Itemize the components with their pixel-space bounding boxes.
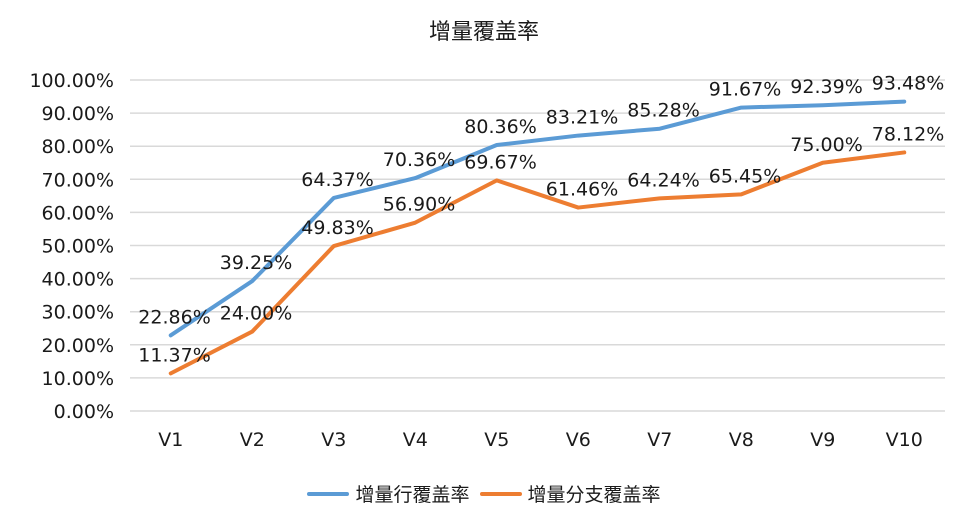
legend-item-branch-coverage: 增量分支覆盖率 <box>479 480 661 507</box>
data-label: 24.00% <box>220 303 292 325</box>
data-label: 64.24% <box>627 169 699 191</box>
legend-swatch-branch-coverage <box>479 491 522 496</box>
data-label: 78.12% <box>872 123 944 145</box>
y-tick-label: 40.00% <box>42 269 114 291</box>
data-label: 70.36% <box>383 149 455 171</box>
data-label: 80.36% <box>464 116 536 138</box>
x-tick-label: V1 <box>158 429 183 451</box>
x-tick-label: V4 <box>403 429 428 451</box>
y-tick-label: 70.00% <box>42 169 114 191</box>
data-label: 61.46% <box>546 179 618 201</box>
series-line-1 <box>168 150 907 376</box>
data-label: 91.67% <box>709 79 781 101</box>
x-tick-label: V3 <box>321 429 346 451</box>
x-tick-label: V6 <box>566 429 591 451</box>
data-label: 93.48% <box>872 73 944 95</box>
y-tick-label: 50.00% <box>42 236 114 258</box>
data-label: 83.21% <box>546 107 618 129</box>
x-tick-label: V10 <box>886 429 923 451</box>
y-tick-label: 60.00% <box>42 202 114 224</box>
data-label: 64.37% <box>301 169 373 191</box>
legend-label-line-coverage: 增量行覆盖率 <box>355 484 470 506</box>
y-tick-label: 20.00% <box>42 335 114 357</box>
x-tick-label: V2 <box>240 429 265 451</box>
y-tick-label: 100.00% <box>29 70 114 92</box>
y-tick-label: 30.00% <box>42 302 114 324</box>
legend-swatch-line-coverage <box>307 491 350 496</box>
data-label: 75.00% <box>790 134 862 156</box>
data-label: 56.90% <box>383 194 455 216</box>
y-tick-label: 90.00% <box>42 103 114 125</box>
data-label: 22.86% <box>138 306 210 328</box>
data-label: 85.28% <box>627 100 699 122</box>
data-label: 69.67% <box>464 151 536 173</box>
x-tick-label: V7 <box>647 429 672 451</box>
x-tick-label: V8 <box>729 429 754 451</box>
legend: 增量行覆盖率 增量分支覆盖率 <box>0 480 968 507</box>
data-label: 65.45% <box>709 165 781 187</box>
y-tick-label: 10.00% <box>42 368 114 390</box>
data-label: 39.25% <box>220 252 292 274</box>
legend-label-branch-coverage: 增量分支覆盖率 <box>527 484 661 506</box>
y-tick-label: 80.00% <box>42 136 114 158</box>
legend-item-line-coverage: 增量行覆盖率 <box>307 480 470 507</box>
y-tick-label: 0.00% <box>54 401 114 423</box>
data-label: 11.37% <box>138 344 210 366</box>
data-label: 92.39% <box>790 76 862 98</box>
x-tick-label: V5 <box>484 429 509 451</box>
data-label: 49.83% <box>301 217 373 239</box>
chart-title: 增量覆盖率 <box>428 20 539 45</box>
series-line-0 <box>168 99 907 338</box>
x-tick-label: V9 <box>810 429 835 451</box>
